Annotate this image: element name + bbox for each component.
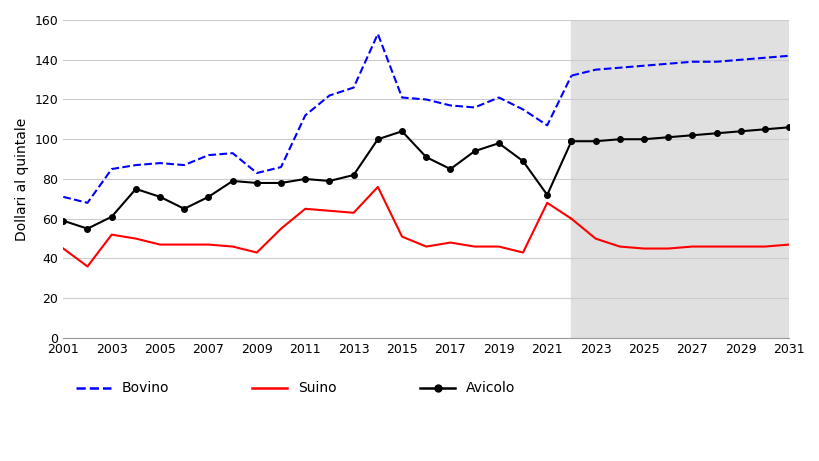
Y-axis label: Dollari al quintale: Dollari al quintale: [15, 118, 29, 241]
Legend: Bovino, Suino, Avicolo: Bovino, Suino, Avicolo: [70, 376, 520, 401]
Bar: [571, 20, 788, 338]
